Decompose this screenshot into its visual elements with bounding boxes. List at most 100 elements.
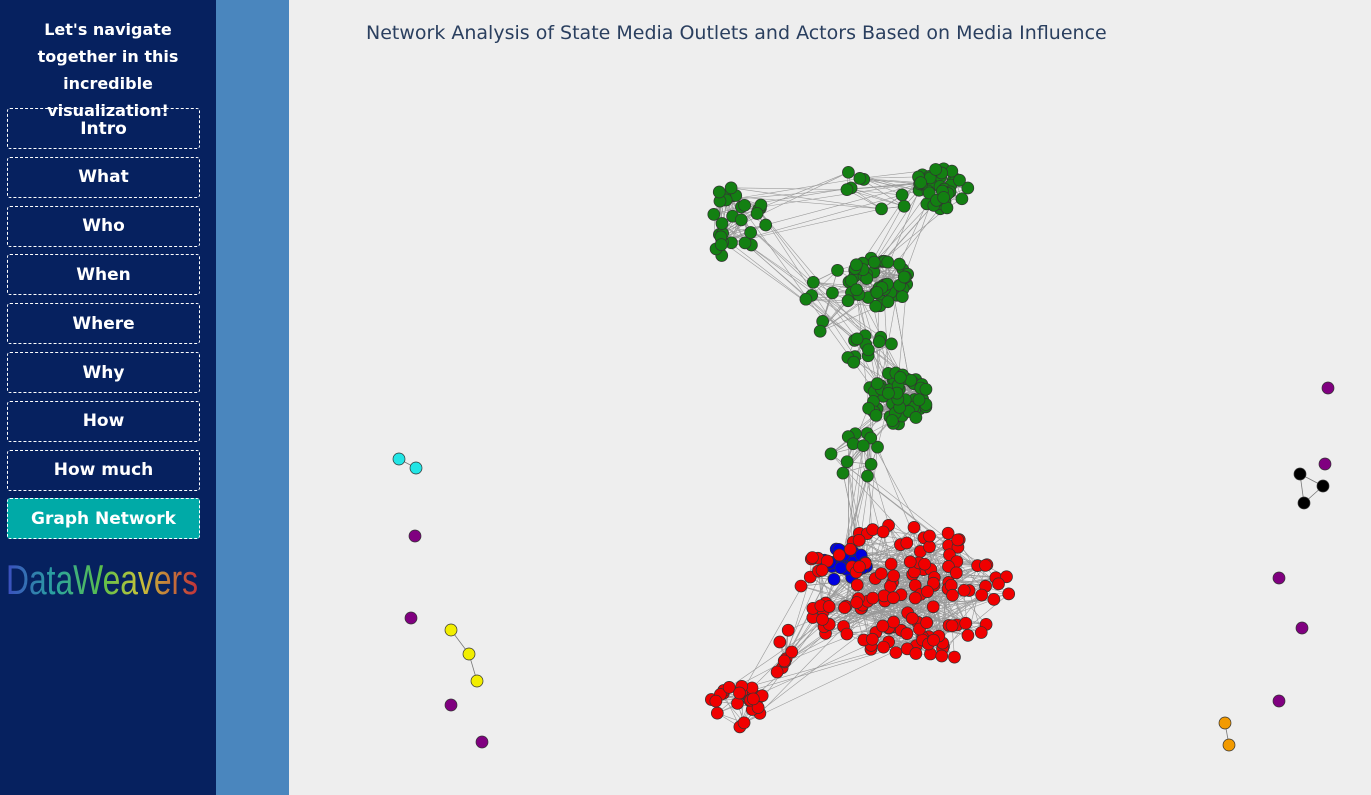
- node: [974, 626, 988, 639]
- node: [912, 393, 926, 407]
- node: [876, 525, 890, 539]
- node: [750, 207, 764, 220]
- edge: [858, 540, 915, 573]
- node: [1002, 587, 1016, 601]
- edge: [744, 242, 892, 345]
- node: [856, 439, 870, 453]
- node: [815, 563, 829, 577]
- node: [875, 202, 888, 216]
- node: [871, 440, 884, 454]
- node: [918, 557, 932, 571]
- node: [876, 619, 890, 633]
- node: [861, 469, 874, 483]
- nav-button[interactable]: Intro: [7, 108, 200, 149]
- node: [794, 579, 808, 593]
- node: [920, 616, 934, 629]
- nav-button[interactable]: How: [7, 400, 200, 442]
- node: [949, 566, 963, 580]
- node: [889, 646, 903, 659]
- node: [799, 292, 813, 306]
- node: [941, 526, 955, 540]
- node: [408, 529, 422, 543]
- node: [392, 452, 406, 466]
- node: [840, 455, 854, 469]
- node: [923, 529, 936, 543]
- node: [884, 557, 898, 571]
- node: [733, 686, 746, 700]
- node: [864, 457, 878, 471]
- node: [975, 588, 989, 602]
- node: [734, 213, 748, 227]
- nav-button[interactable]: Why: [7, 352, 200, 393]
- node: [834, 561, 848, 575]
- node: [923, 540, 936, 554]
- nav-button[interactable]: How much: [7, 449, 200, 491]
- node: [1272, 694, 1286, 708]
- node: [864, 431, 878, 445]
- node: [1321, 381, 1335, 395]
- node: [895, 188, 909, 202]
- node: [900, 627, 914, 640]
- edge: [726, 182, 921, 201]
- edge: [731, 194, 903, 244]
- nav-button[interactable]: What: [7, 156, 200, 198]
- node: [987, 593, 1001, 606]
- nav-button[interactable]: Who: [7, 205, 200, 247]
- node: [866, 523, 879, 536]
- node: [961, 629, 975, 642]
- sidebar: Let's navigate together in this incredib…: [0, 0, 216, 795]
- node: [746, 692, 760, 706]
- node: [822, 600, 836, 613]
- node: [887, 615, 900, 629]
- node: [409, 461, 423, 475]
- node: [444, 623, 458, 637]
- nav-button[interactable]: Graph Network: [7, 498, 200, 540]
- node: [870, 286, 884, 299]
- node: [866, 632, 879, 646]
- node: [714, 238, 728, 251]
- node: [836, 466, 850, 480]
- node: [887, 569, 901, 583]
- node: [948, 650, 961, 664]
- node: [843, 543, 857, 556]
- node: [921, 585, 934, 598]
- edge: [870, 464, 923, 641]
- node: [850, 332, 864, 346]
- node: [927, 633, 940, 647]
- node: [945, 619, 959, 633]
- node: [853, 560, 866, 574]
- logo-text: DataWeavers: [6, 556, 198, 603]
- node: [919, 382, 933, 396]
- node: [777, 654, 791, 668]
- edge: [724, 195, 882, 210]
- node: [1295, 621, 1309, 635]
- node: [838, 601, 851, 614]
- node: [824, 447, 838, 461]
- node: [897, 270, 911, 284]
- node: [935, 649, 949, 663]
- node: [770, 665, 784, 679]
- node: [961, 181, 975, 195]
- edge: [968, 590, 982, 633]
- node: [826, 286, 839, 300]
- nav-button[interactable]: Where: [7, 303, 200, 345]
- node: [862, 343, 875, 357]
- edge: [791, 578, 876, 653]
- node: [893, 257, 906, 271]
- node: [877, 640, 890, 654]
- edge: [719, 234, 869, 351]
- node: [907, 520, 921, 534]
- node: [881, 255, 895, 269]
- edge: [758, 209, 856, 357]
- node: [959, 616, 973, 630]
- side-strip: [216, 0, 289, 795]
- node: [806, 275, 820, 289]
- edge: [928, 565, 986, 637]
- node: [781, 623, 795, 637]
- node: [724, 181, 738, 195]
- node: [737, 716, 751, 730]
- edge: [878, 183, 922, 288]
- nav-button[interactable]: When: [7, 254, 200, 296]
- node: [827, 573, 841, 586]
